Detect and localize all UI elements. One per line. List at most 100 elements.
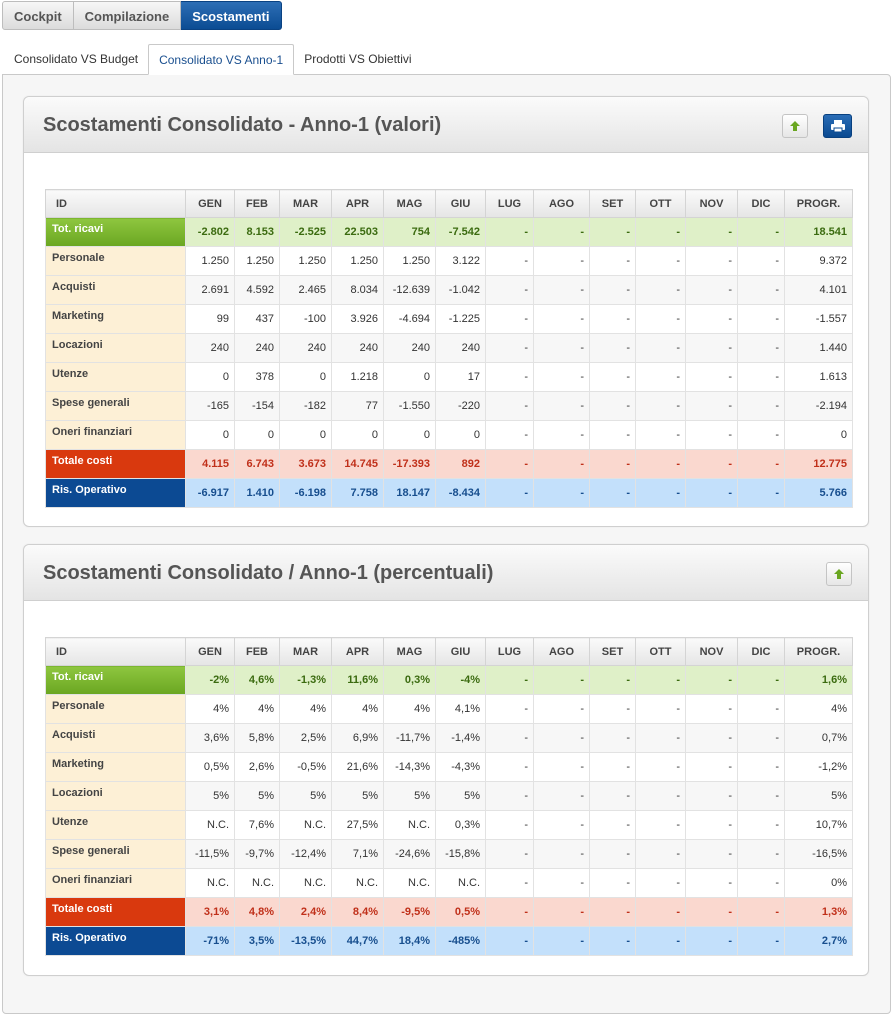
table-cell: 0 [383,362,436,392]
nav-scostamenti[interactable]: Scostamenti [181,1,282,30]
table-cell: 754 [383,217,436,247]
column-header[interactable]: PROGR. [784,637,853,666]
column-header[interactable]: SET [589,637,636,666]
table-cell: - [589,449,636,479]
table-row: Marketing 99 437 -100 3.926 -4.694 -1.225- - - - -… [45,304,853,334]
column-header[interactable]: LUG [485,637,534,666]
table-cell: - [533,449,590,479]
row-label: Spese generali [45,391,186,421]
column-header[interactable]: APR [331,189,384,218]
print-button[interactable] [823,114,852,138]
table-cell: - [485,665,534,695]
column-header[interactable]: GIU [435,637,486,666]
column-header[interactable]: AGO [533,637,590,666]
column-header[interactable]: LUG [485,189,534,218]
column-header[interactable]: GEN [185,189,235,218]
table-cell: - [737,449,785,479]
table-cell: 0,5% [185,752,235,782]
table-cell: - [737,810,785,840]
column-header[interactable]: ID [45,189,186,218]
table-cell: - [737,665,785,695]
table-cell: - [485,304,534,334]
column-header[interactable]: AGO [533,189,590,218]
table-row: Tot. ricavi -2.802 8.153 -2.525 22.503 754 -7.… [45,217,853,247]
table-cell: - [533,752,590,782]
table-cell: - [533,362,590,392]
percent-table: ID GEN FEB MAR APR MAG GIU LUG AGO SET OTT NOV DIC PR… [45,637,853,956]
tab-consolidato-vs-anno-1[interactable]: Consolidato VS Anno-1 [148,44,295,75]
nav-compilazione[interactable]: Compilazione [73,1,182,30]
table-cell: - [737,333,785,363]
collapse-button[interactable] [782,114,808,138]
row-label: Oneri finanziari [45,420,186,450]
table-cell: N.C. [435,868,486,898]
table-cell: - [485,810,534,840]
column-header[interactable]: DIC [737,637,785,666]
table-cell: -485% [435,926,486,956]
table-cell: - [485,478,534,508]
panel-title: Scostamenti Consolidato - Anno-1 (valori… [43,114,442,136]
column-header[interactable]: SET [589,189,636,218]
table-cell: - [685,926,738,956]
column-header[interactable]: FEB [234,189,280,218]
column-header[interactable]: NOV [685,189,738,218]
table-row: Totale costi 3,1% 4,8% 2,4% 8,4% -9,5% 0,5% - - -… [45,897,853,927]
table-cell: - [737,304,785,334]
collapse-button[interactable] [826,562,852,586]
table-cell: -4% [435,665,486,695]
column-header[interactable]: FEB [234,637,280,666]
column-header[interactable]: MAR [279,189,332,218]
table-row: Oneri finanziari N.C. N.C. N.C. N.C. N.C. N.C.… [45,868,853,898]
column-header[interactable]: MAG [383,189,436,218]
row-label: Tot. ricavi [45,665,186,695]
table-cell: 8,4% [331,897,384,927]
table-cell: 1.250 [234,246,280,276]
table-cell: 1,6% [784,665,853,695]
column-header[interactable]: NOV [685,637,738,666]
column-header[interactable]: OTT [635,637,686,666]
row-label: Marketing [45,752,186,782]
column-header[interactable]: DIC [737,189,785,218]
table-cell: - [485,694,534,724]
column-header[interactable]: GIU [435,189,486,218]
table-cell: -9,7% [234,839,280,869]
table-row: Spese generali -11,5% -9,7% -12,4% 7,1% -24,6… [45,839,853,869]
table-cell: - [589,333,636,363]
table-cell: - [589,781,636,811]
column-header[interactable]: MAG [383,637,436,666]
tab-prodotti-vs-obiettivi[interactable]: Prodotti VS Obiettivi [304,52,412,66]
table-cell: - [533,333,590,363]
column-header[interactable]: ID [45,637,186,666]
table-cell: 99 [185,304,235,334]
table-cell: 5% [784,781,853,811]
table-cell: - [533,420,590,450]
table-cell: - [635,839,686,869]
table-cell: -16,5% [784,839,853,869]
column-header[interactable]: OTT [635,189,686,218]
table-cell: -1,4% [435,723,486,753]
column-header[interactable]: PROGR. [784,189,853,218]
table-header-row: ID GEN FEB MAR APR MAG GIU LUG AGO SET OTT NOV DIC PR… [45,189,853,218]
table-cell: 4% [279,694,332,724]
table-cell: -12.639 [383,275,436,305]
column-header[interactable]: MAR [279,637,332,666]
tab-consolidato-vs-budget[interactable]: Consolidato VS Budget [14,52,139,66]
nav-cockpit[interactable]: Cockpit [2,1,74,30]
table-cell: - [737,752,785,782]
table-cell: -6.917 [185,478,235,508]
table-row: Utenze N.C. 7,6% N.C. 27,5% N.C. 0,3% - - - - - -10,… [45,810,853,840]
column-header[interactable]: GEN [185,637,235,666]
arrow-up-icon [834,569,844,579]
column-header[interactable]: APR [331,637,384,666]
table-cell: -6.198 [279,478,332,508]
table-cell: 4% [784,694,853,724]
table-row: Marketing 0,5% 2,6% -0,5% 21,6% -14,3% -4,3% - -… [45,752,853,782]
table-cell: N.C. [279,810,332,840]
table-row: Personale 4% 4% 4% 4% 4% 4,1% - - - - - -4% [45,694,853,724]
table-cell: -2.525 [279,217,332,247]
panel-header: Scostamenti Consolidato / Anno-1 (percen… [24,545,868,601]
table-row: Spese generali -165 -154 -182 77 -1.550 -220- -… [45,391,853,421]
table-cell: - [485,449,534,479]
table-cell: - [533,868,590,898]
table-row: Acquisti 2.691 4.592 2.465 8.034 -12.639 -1.04… [45,275,853,305]
